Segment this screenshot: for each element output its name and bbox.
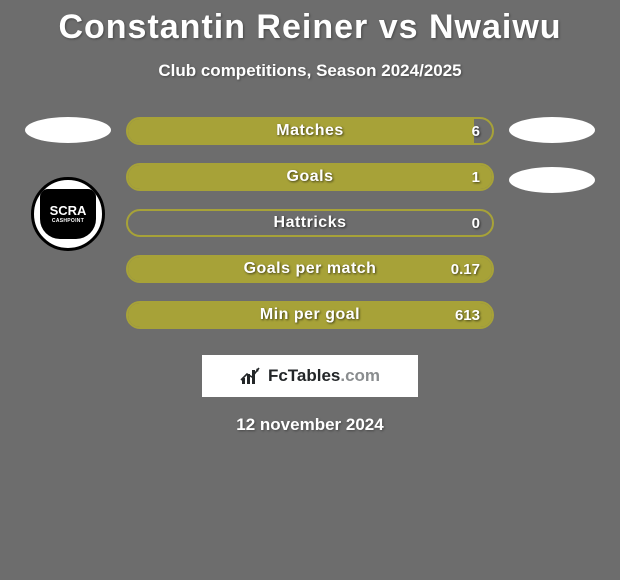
stat-value: 0.17 — [451, 261, 480, 278]
page-subtitle: Club competitions, Season 2024/2025 — [0, 61, 620, 81]
stat-bar: Matches 6 — [126, 117, 494, 145]
right-ellipse-1 — [509, 117, 595, 143]
club-logo-inner: SCRA CASHPOINT — [40, 189, 96, 239]
stats-column: Matches 6 Goals 1 Hattricks 0 Goals per match 0… — [118, 117, 502, 329]
stat-value: 6 — [472, 123, 480, 140]
club-logo: SCRA CASHPOINT — [31, 177, 105, 251]
footer-brand-muted: .com — [340, 366, 380, 385]
stat-bar: Hattricks 0 — [126, 209, 494, 237]
stat-value: 613 — [455, 307, 480, 324]
footer-brand-text: FcTables.com — [268, 366, 380, 386]
left-side-column: SCRA CASHPOINT — [18, 117, 118, 251]
body-area: SCRA CASHPOINT Matches 6 Goals 1 Hattricks 0 G… — [0, 117, 620, 329]
stat-bar: Goals 1 — [126, 163, 494, 191]
stat-label: Min per goal — [260, 306, 360, 324]
club-logo-sub: CASHPOINT — [52, 219, 84, 224]
footer-date: 12 november 2024 — [0, 415, 620, 435]
infographic-container: Constantin Reiner vs Nwaiwu Club competi… — [0, 0, 620, 580]
stat-label: Goals — [287, 168, 334, 186]
club-logo-text: SCRA — [50, 204, 87, 217]
page-title: Constantin Reiner vs Nwaiwu — [0, 0, 620, 47]
footer-brand-box: FcTables.com — [202, 355, 418, 397]
right-side-column — [502, 117, 602, 193]
right-ellipse-2 — [509, 167, 595, 193]
footer-brand-strong: FcTables — [268, 366, 340, 385]
stat-label: Hattricks — [274, 214, 347, 232]
left-ellipse — [25, 117, 111, 143]
stat-label: Goals per match — [244, 260, 377, 278]
stat-label: Matches — [276, 122, 344, 140]
stat-value: 0 — [472, 215, 480, 232]
chart-icon — [240, 366, 262, 386]
stat-bar: Goals per match 0.17 — [126, 255, 494, 283]
stat-bar: Min per goal 613 — [126, 301, 494, 329]
stat-value: 1 — [472, 169, 480, 186]
